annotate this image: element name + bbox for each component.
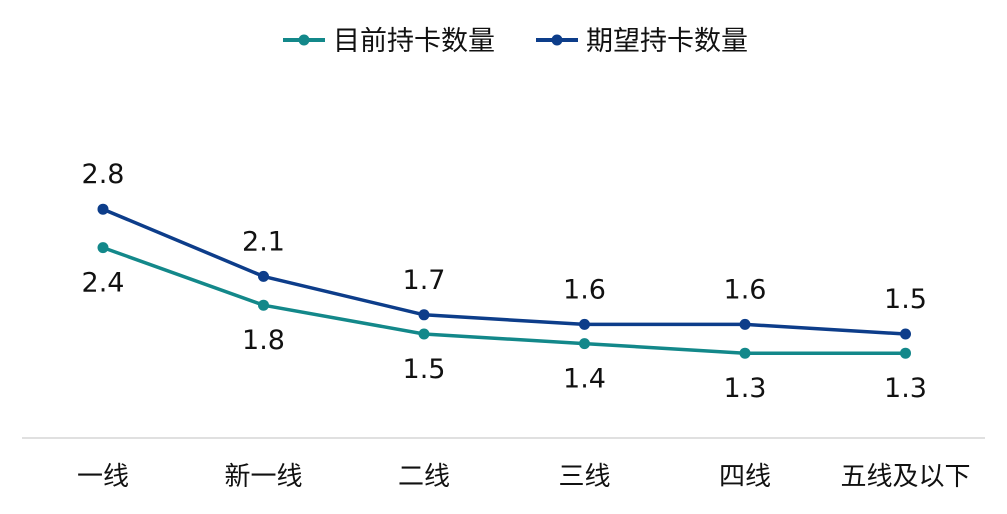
series-1-label-4: 1.4	[563, 364, 606, 395]
series-layer: 2.4 1.8 1.5 1.4 1.3 1.3 2.8 2.1 1.7 1.6 1.6 1.5	[82, 159, 927, 404]
category-label-1: 一线	[77, 462, 129, 492]
series-2-label-3: 1.7	[403, 265, 446, 296]
series-2-point-6	[900, 328, 911, 340]
series-2-label-2: 2.1	[242, 226, 285, 257]
legend-label-2: 期望持卡数量	[586, 26, 748, 57]
series-1-point-5	[739, 347, 751, 359]
legend-label-1: 目前持卡数量	[333, 26, 495, 57]
series-1-label-1: 2.4	[82, 268, 125, 299]
series-line-1	[101, 245, 908, 355]
series-1-point-4	[579, 338, 590, 350]
series-2-point-1	[97, 203, 109, 215]
series-2-point-4	[579, 318, 590, 330]
legend-marker-1	[298, 34, 310, 46]
series-1-label-2: 1.8	[242, 325, 285, 356]
series-1-label-3: 1.5	[403, 354, 446, 385]
legend: 目前持卡数量 期望持卡数量	[283, 26, 748, 57]
category-label-2: 新一线	[224, 462, 302, 492]
category-label-4: 三线	[558, 462, 610, 492]
series-1-point-6	[900, 347, 911, 359]
series-1-point-1	[97, 242, 109, 254]
series-2-point-2	[258, 270, 269, 282]
legend-marker-2	[551, 34, 563, 46]
series-2-point-3	[418, 309, 430, 321]
series-1-point-2	[258, 299, 269, 311]
category-labels: 一线 新一线 二线 三线 四线 五线及以下	[77, 462, 971, 492]
series-2-label-6: 1.5	[884, 284, 927, 315]
series-2-label-5: 1.6	[724, 274, 767, 305]
series-line-2	[101, 207, 908, 336]
series-1-point-3	[418, 328, 430, 340]
category-label-3: 二线	[398, 462, 450, 492]
category-label-5: 四线	[719, 462, 771, 492]
series-1-label-6: 1.3	[884, 373, 927, 404]
category-label-6: 五线及以下	[840, 462, 970, 492]
series-2-label-4: 1.6	[563, 274, 606, 305]
series-2-label-1: 2.8	[82, 159, 125, 190]
series-2-point-5	[739, 318, 751, 330]
series-1-label-5: 1.3	[724, 373, 767, 404]
